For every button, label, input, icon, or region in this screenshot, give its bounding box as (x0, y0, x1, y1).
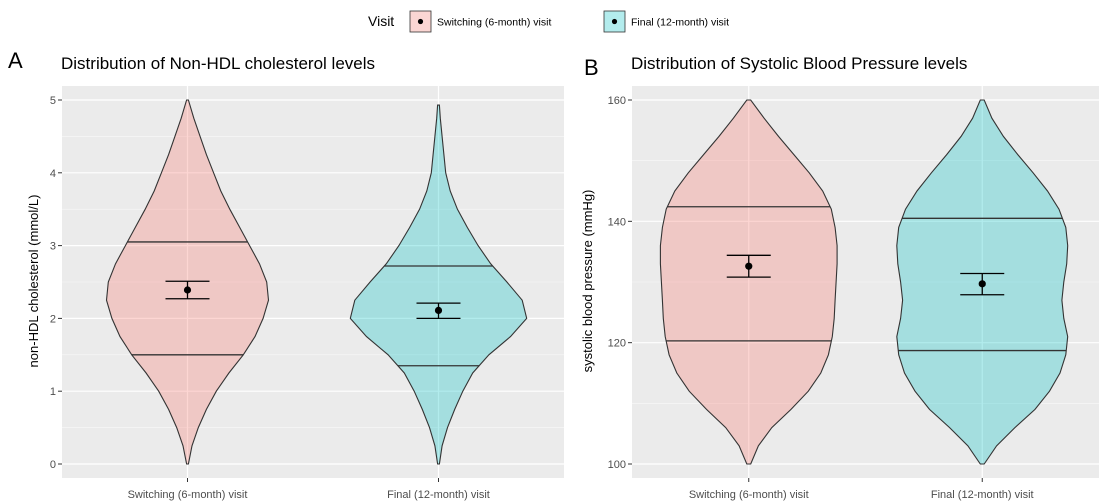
panel-a-tag: A (8, 48, 23, 73)
legend-title: Visit (368, 13, 394, 29)
panel-b: B Distribution of Systolic Blood Pressur… (580, 54, 1099, 501)
legend-key-switching-dot (417, 18, 424, 25)
panel-a-plot: 0 1 2 3 4 5 Switching (6-month) visit Final (12… (50, 86, 564, 501)
y-tick-label: 120 (608, 338, 626, 350)
panel-b-plot: 100 120 140 160 Switching (6-month) visit Fin… (608, 86, 1099, 501)
y-tick-label: 140 (608, 216, 626, 228)
legend-label-switching: Switching (6-month) visit (437, 17, 551, 29)
y-tick-label: 2 (50, 313, 56, 325)
x-tick-label: Final (12-month) visit (387, 489, 490, 501)
y-tick-label: 4 (50, 168, 56, 180)
mean-point (745, 262, 753, 270)
x-tick-label: Switching (6-month) visit (128, 489, 248, 501)
y-tick-label: 0 (50, 459, 56, 471)
violin-body (659, 99, 838, 465)
x-tick-label: Switching (6-month) visit (689, 489, 809, 501)
mean-point (978, 280, 986, 288)
legend: Visit Switching (6-month) visit Final (1… (368, 10, 729, 33)
y-tick-label: 3 (50, 241, 56, 253)
x-tick-label: Final (12-month) visit (931, 489, 1034, 501)
violin-body (349, 104, 528, 465)
panel-a-title: Distribution of Non-HDL cholesterol leve… (61, 54, 375, 73)
panel-a-ylabel: non-HDL cholesterol (mmol/L) (26, 195, 41, 368)
panel-b-title: Distribution of Systolic Blood Pressure … (631, 54, 967, 73)
legend-key-final-dot (611, 18, 618, 25)
legend-label-final: Final (12-month) visit (631, 17, 729, 29)
panel-a: A Distribution of Non-HDL cholesterol le… (8, 48, 564, 501)
mean-point (434, 306, 443, 314)
panel-b-ylabel: systolic blood pressure (mmHg) (580, 190, 595, 373)
mean-point (183, 286, 192, 294)
y-tick-label: 1 (50, 386, 56, 398)
y-tick-label: 5 (50, 95, 56, 107)
y-tick-label: 160 (608, 95, 626, 107)
y-tick-label: 100 (608, 459, 626, 471)
panel-b-tag: B (584, 55, 599, 80)
